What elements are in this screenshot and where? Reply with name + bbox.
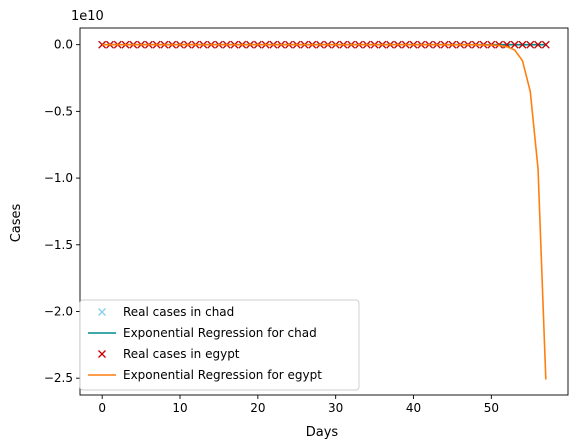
legend-entry: Real cases in chad — [98, 305, 234, 319]
marker-stroke — [510, 40, 519, 49]
y-tick-label: −1.5 — [44, 238, 73, 252]
marker-stroke — [98, 350, 106, 358]
y-tick-label: 0.0 — [54, 38, 73, 52]
y-scale-offset-label: 1e10 — [71, 9, 104, 24]
legend-marker-swatch — [98, 308, 106, 316]
x-tick-label: 40 — [406, 401, 421, 415]
plot-area — [98, 40, 550, 380]
legend-label: Exponential Regression for chad — [123, 326, 317, 340]
axes: 0 10 20 30 40 50 0.0 −0.5 −1.0 −1.5 −2.0 −2.5 — [44, 27, 569, 415]
axes-frame — [79, 27, 569, 396]
legend-label: Real cases in egypt — [123, 347, 240, 361]
y-tick-label: −0.5 — [44, 104, 73, 118]
series-2-point — [541, 40, 550, 49]
legend-entry: Exponential Regression for egypt — [88, 368, 322, 382]
y-tick-label: −2.0 — [44, 304, 73, 318]
legend: Real cases in chad Exponential Regression… — [79, 299, 360, 391]
legend-marker-swatch — [98, 350, 106, 358]
marker-stroke — [518, 40, 527, 49]
legend-box — [79, 299, 360, 391]
y-tick-label: −2.5 — [44, 371, 73, 385]
marker-stroke — [526, 40, 535, 49]
legend-label: Real cases in chad — [123, 305, 234, 319]
legend-entry: Real cases in egypt — [98, 347, 240, 361]
marker-stroke — [495, 40, 504, 49]
x-tick-label: 0 — [98, 401, 106, 415]
x-tick-label: 10 — [172, 401, 187, 415]
series-2-point — [495, 40, 504, 49]
legend-entry: Exponential Regression for chad — [88, 326, 317, 340]
marker-stroke — [534, 40, 542, 49]
series-2-point — [534, 40, 542, 49]
x-axis-label: Days — [306, 425, 339, 440]
series-2-point — [518, 40, 527, 49]
x-tick-label: 50 — [484, 401, 499, 415]
series-3-line — [102, 43, 547, 380]
x-tick-label: 20 — [250, 401, 265, 415]
marker-stroke — [541, 40, 550, 49]
marker-stroke — [98, 308, 106, 316]
y-axis-label: Cases — [9, 203, 24, 242]
x-tick-label: 30 — [328, 401, 343, 415]
series-2-point — [526, 40, 535, 49]
legend-label: Exponential Regression for egypt — [123, 368, 322, 382]
series-2-point — [510, 40, 519, 49]
y-tick-label: −1.0 — [44, 171, 73, 185]
